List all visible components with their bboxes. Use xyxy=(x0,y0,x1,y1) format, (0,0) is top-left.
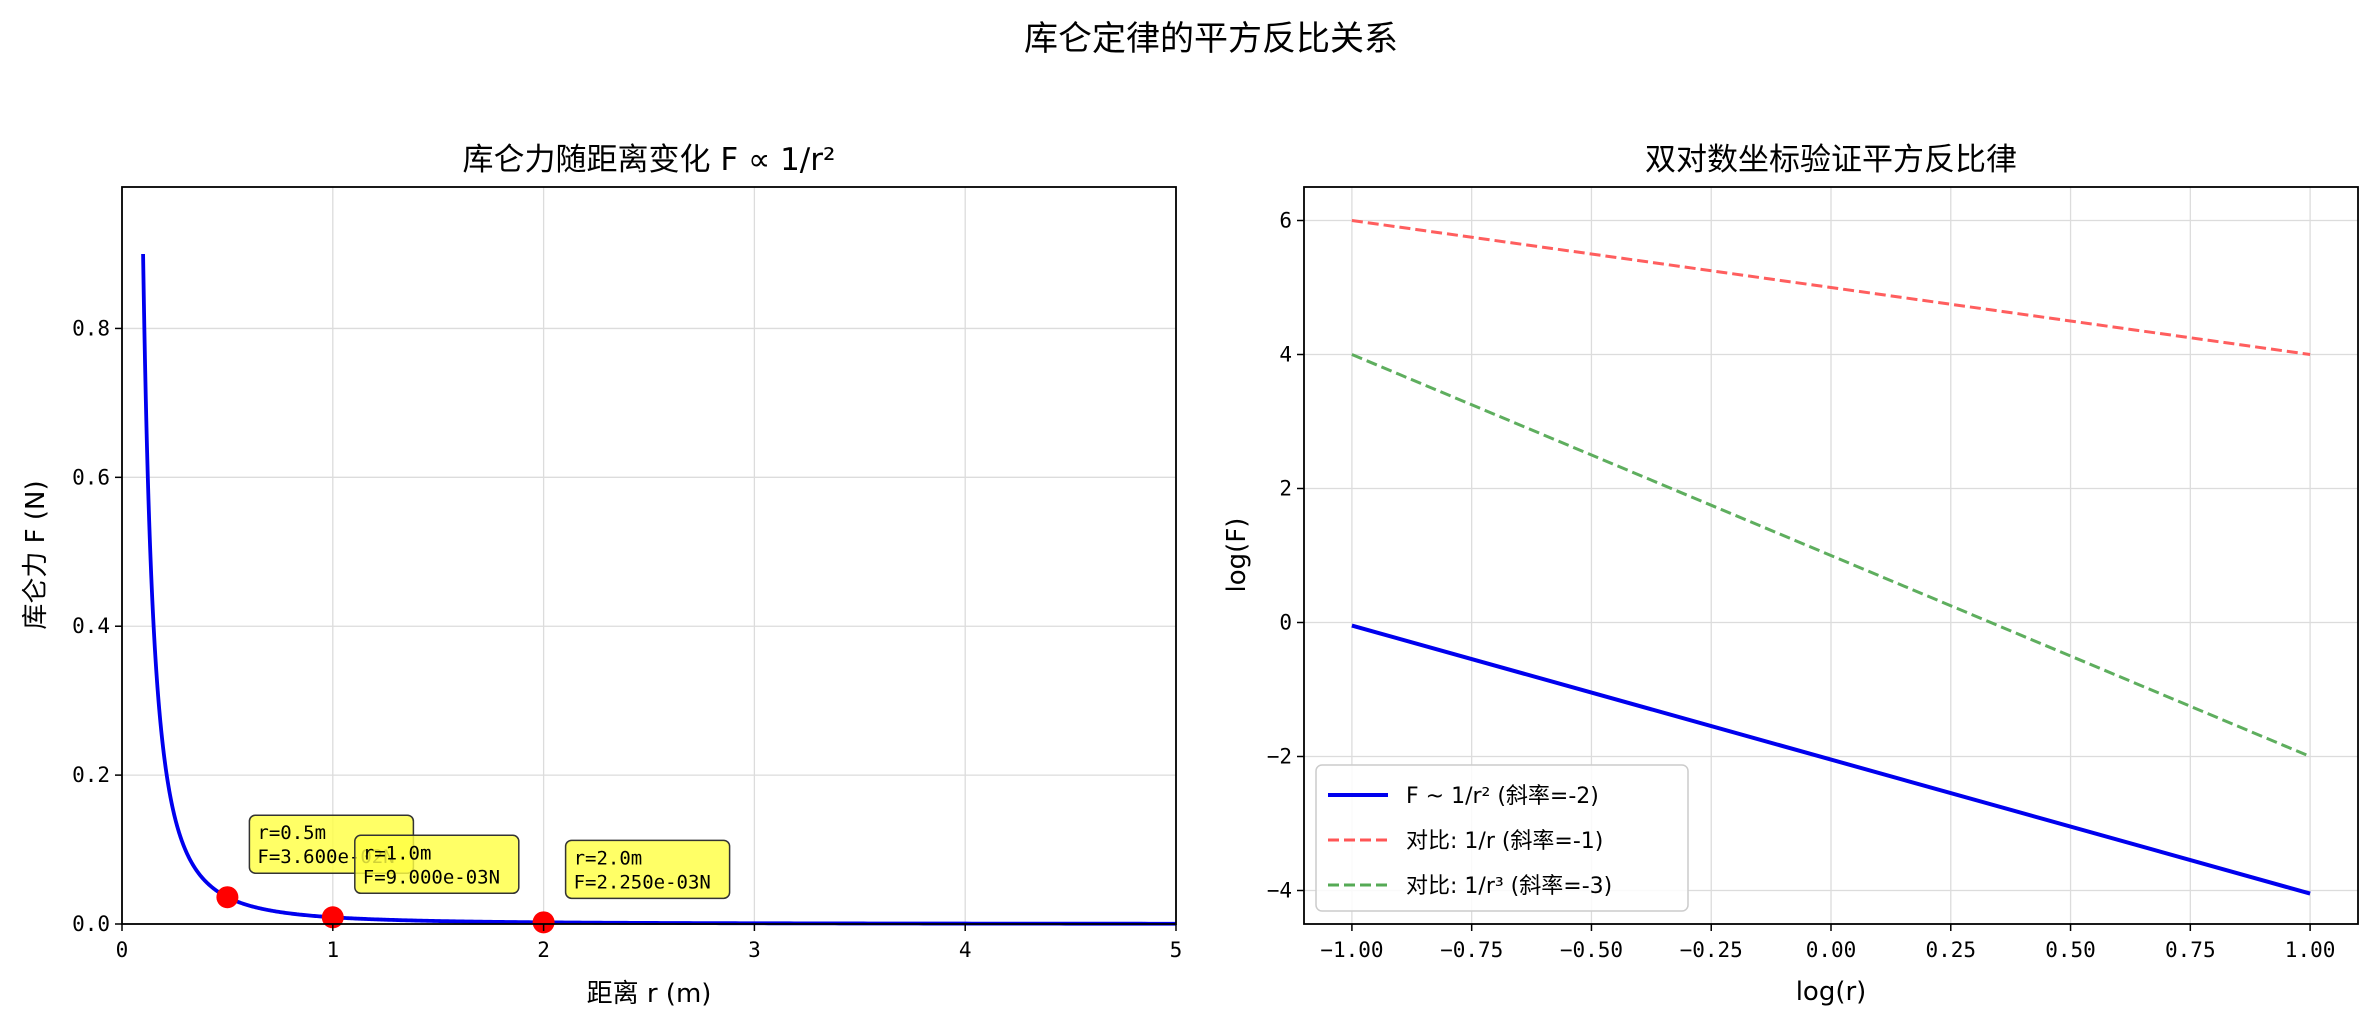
left-chart: r=0.5mF=3.600e-02Nr=1.0mF=9.000e-03Nr=2.… xyxy=(21,142,1182,1009)
highlight-point xyxy=(216,886,239,909)
left-plot-frame xyxy=(121,186,1177,925)
x-tick-label: 0.00 xyxy=(1806,938,1857,962)
right-chart-title: 双对数坐标验证平方反比律 xyxy=(1645,142,2017,178)
annotation-text-f: F=9.000e-03N xyxy=(363,866,500,888)
y-tick-label: 0.2 xyxy=(72,763,110,787)
y-tick-label: −2 xyxy=(1267,745,1292,769)
y-tick-label: 0.4 xyxy=(72,614,110,638)
point-annotation: r=2.0mF=2.250e-03N xyxy=(564,839,731,900)
annotation-text-r: r=2.0m xyxy=(574,847,643,869)
y-tick-label: 0.6 xyxy=(72,465,110,489)
x-tick-label: 3 xyxy=(748,938,761,962)
left-y-axis-label: 库仑力 F (N) xyxy=(21,480,51,629)
legend-label: F ~ 1/r² (斜率=-2) xyxy=(1406,784,1599,809)
figure-suptitle: 库仑定律的平方反比关系 xyxy=(1024,19,1398,59)
x-tick-label: −0.25 xyxy=(1680,938,1743,962)
highlight-point xyxy=(321,906,344,929)
legend-box xyxy=(1315,764,1689,912)
y-tick-label: 4 xyxy=(1279,343,1292,367)
x-tick-label: 0.50 xyxy=(2045,938,2096,962)
annotation-text-r: r=0.5m xyxy=(257,822,326,844)
y-tick-label: 6 xyxy=(1279,209,1292,233)
highlight-point xyxy=(532,911,555,934)
x-tick-label: 0.75 xyxy=(2165,938,2216,962)
annotation-box xyxy=(354,834,520,895)
left-ticks: 0 1 2 3 4 5 0.0 0.2 0.4 0.6 0.8 xyxy=(72,316,1182,962)
left-series xyxy=(141,253,1176,926)
y-tick-label: 0 xyxy=(1279,611,1292,635)
y-tick-label: 0.8 xyxy=(72,316,110,340)
right-x-axis-label: log(r) xyxy=(1796,977,1867,1007)
x-tick-label: 1 xyxy=(326,938,339,962)
left-annotations: r=0.5mF=3.600e-02Nr=1.0mF=9.000e-03Nr=2.… xyxy=(248,814,731,900)
legend-label: 对比: 1/r³ (斜率=-3) xyxy=(1406,874,1612,899)
force-curve xyxy=(141,253,1176,926)
x-tick-label: 1.00 xyxy=(2285,938,2336,962)
right-legend: F ~ 1/r² (斜率=-2) 对比: 1/r (斜率=-1) 对比: 1/r³ … xyxy=(1315,764,1689,912)
x-tick-label: 0 xyxy=(116,938,129,962)
x-tick-label: 5 xyxy=(1170,938,1183,962)
right-y-axis-label: log(F) xyxy=(1222,518,1252,593)
left-chart-title: 库仑力随距离变化 F ∝ 1/r² xyxy=(463,142,836,178)
left-grid xyxy=(121,187,1177,925)
point-annotation: r=1.0mF=9.000e-03N xyxy=(354,834,520,895)
y-tick-label: 2 xyxy=(1279,477,1292,501)
x-tick-label: 2 xyxy=(537,938,550,962)
y-tick-label: 0.0 xyxy=(72,912,110,936)
y-tick-label: −4 xyxy=(1267,879,1292,903)
right-ticks: −1.00 −0.75 −0.50 −0.25 0.00 0.25 0.50 0.75 1.00… xyxy=(1267,209,2336,963)
loglog-inverse-square-line xyxy=(1351,623,2311,896)
annotation-box xyxy=(564,839,731,900)
left-highlight-points xyxy=(216,886,555,934)
x-tick-label: −1.00 xyxy=(1320,938,1383,962)
x-tick-label: 4 xyxy=(959,938,972,962)
left-x-axis-label: 距离 r (m) xyxy=(587,979,712,1009)
x-tick-label: −0.75 xyxy=(1440,938,1503,962)
right-series xyxy=(1351,219,2311,896)
annotation-text-r: r=1.0m xyxy=(363,842,432,864)
annotation-text-f: F=2.250e-03N xyxy=(574,871,711,893)
x-tick-label: 0.25 xyxy=(1925,938,1976,962)
x-tick-label: −0.50 xyxy=(1560,938,1623,962)
right-chart: −1.00 −0.75 −0.50 −0.25 0.00 0.25 0.50 0.75 1.00… xyxy=(1222,142,2359,1007)
loglog-inverse-line xyxy=(1351,219,2311,356)
loglog-inverse-cube-line xyxy=(1351,353,2311,758)
legend-label: 对比: 1/r (斜率=-1) xyxy=(1406,829,1603,854)
